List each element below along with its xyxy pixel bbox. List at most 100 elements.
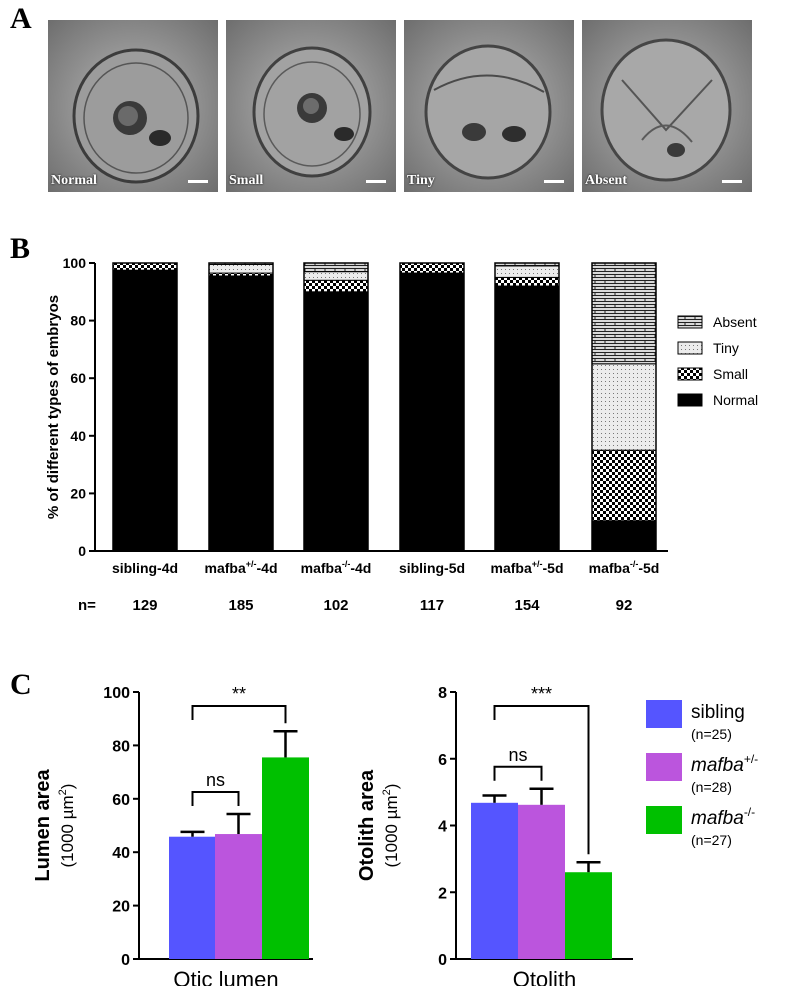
- x-axis-label: Otic lumen: [173, 967, 278, 986]
- bar-segment-small: [591, 449, 657, 522]
- n-value: 102: [323, 597, 348, 614]
- chart-b-axes: 0 20 40 60 80 100: [63, 255, 668, 559]
- panel-label-c: C: [10, 668, 32, 701]
- micrograph-label: Normal: [51, 173, 97, 188]
- bar-segment-small: [303, 279, 369, 293]
- legend-label-sup: +/-: [744, 752, 758, 766]
- micrograph-small: Small: [226, 20, 396, 192]
- micrograph-label: Small: [229, 173, 264, 188]
- bar-segment-small: [399, 262, 465, 274]
- significance-label: ns: [206, 770, 225, 790]
- x-tick-base: mafba: [205, 560, 246, 576]
- y-axis-unit-sup: 2: [57, 789, 69, 795]
- bar-outline: [303, 262, 369, 552]
- x-tick-sup: +/-: [246, 559, 257, 569]
- legend-label-base: mafba: [691, 755, 744, 776]
- bar-segment-normal: [208, 275, 274, 552]
- legend-label-base: mafba: [691, 808, 744, 829]
- bar-segment-normal: [303, 291, 369, 552]
- legend-label-mafba-/-: mafba-/-: [691, 805, 755, 829]
- y-tick-label: 80: [112, 738, 130, 755]
- n-value: 117: [420, 597, 444, 614]
- bar-mafba+/-: [518, 804, 565, 959]
- bar-segment-normal: [494, 285, 560, 552]
- legend-n: (n=25): [691, 726, 732, 742]
- bar-outline: [494, 262, 560, 552]
- legend-label-mafba+/-: mafba+/-: [691, 752, 758, 776]
- y-tick-label: 60: [70, 370, 86, 386]
- y-tick-label: 20: [70, 485, 86, 501]
- y-axis-unit-text: (1000 µm: [382, 795, 401, 867]
- bar-segment-tiny: [208, 263, 274, 274]
- legend-label-base: sibling: [691, 702, 745, 723]
- y-tick-label: 0: [121, 952, 130, 969]
- y-axis-unit-text: (1000 µm: [58, 795, 77, 867]
- n-value: 92: [616, 597, 633, 614]
- scale-bar: [722, 180, 742, 183]
- legend-swatch-mafba+/-: [646, 753, 682, 781]
- significance-label: **: [232, 684, 246, 704]
- legend-label-small: Small: [713, 366, 748, 382]
- bar-segment-small: [112, 262, 178, 271]
- x-tick-label: mafba-/--5d: [589, 559, 660, 576]
- y-tick-label: 60: [112, 792, 130, 809]
- legend-n: (n=28): [691, 779, 732, 795]
- panel-label-a: A: [10, 2, 32, 35]
- x-tick-suffix: -5d: [543, 560, 564, 576]
- chart-c-legend: sibling(n=25)mafba+/-(n=28)mafba-/-(n=27…: [646, 700, 758, 848]
- bar-sibling: [169, 836, 216, 959]
- chart-b-x-labels: sibling-4d129mafba+/--4d185mafba-/--4d10…: [112, 559, 659, 614]
- x-tick-suffix: -5d: [638, 560, 659, 576]
- x-tick-base: sibling-5d: [399, 560, 465, 576]
- bar-segment-normal: [112, 269, 178, 552]
- legend-label-tiny: Tiny: [713, 340, 739, 356]
- chart-b-bars: [112, 262, 657, 552]
- bar-outline: [591, 262, 657, 552]
- y-tick-label: 40: [112, 845, 130, 862]
- y-tick-label: 100: [103, 685, 130, 702]
- n-value: 129: [132, 597, 157, 614]
- x-tick-sup: +/-: [532, 559, 543, 569]
- legend-label-sibling: sibling: [691, 702, 745, 723]
- y-axis-unit: (1000 µm2): [57, 784, 77, 868]
- scale-bar: [366, 180, 386, 183]
- legend-label-sup: -/-: [744, 805, 755, 819]
- bar-mafba+/-: [215, 834, 262, 959]
- y-axis-unit: (1000 µm2): [381, 784, 401, 868]
- bar-segment-absent: [303, 262, 369, 273]
- bar-segment-tiny: [494, 265, 560, 278]
- y-tick-label: 100: [63, 255, 87, 271]
- bar-outline: [208, 262, 274, 552]
- y-axis-unit-end: ): [382, 784, 401, 790]
- y-axis-unit-end: ): [58, 784, 77, 790]
- legend-label-absent: Absent: [713, 314, 757, 330]
- micrograph-label: Absent: [585, 173, 628, 188]
- y-tick-label: 2: [438, 885, 447, 902]
- y-tick-label: 6: [438, 752, 447, 769]
- x-tick-label: sibling-5d: [399, 560, 465, 576]
- significance-label: ns: [508, 745, 527, 765]
- y-tick-label: 20: [112, 899, 130, 916]
- micrograph-normal: Normal: [48, 20, 218, 192]
- x-axis-label: Otolith: [513, 967, 577, 986]
- bar-segment-normal: [399, 272, 465, 552]
- x-tick-base: mafba: [589, 560, 630, 576]
- legend-swatch-small: [677, 367, 703, 381]
- n-label: n=: [78, 597, 96, 614]
- y-tick-label: 40: [70, 428, 86, 444]
- y-tick-label: 8: [438, 685, 447, 702]
- y-tick-label: 80: [70, 313, 86, 329]
- y-tick-label: 4: [438, 819, 447, 836]
- n-value: 154: [514, 597, 540, 614]
- bar-sibling: [471, 802, 518, 959]
- scale-bar: [544, 180, 564, 183]
- panel-label-b: B: [10, 232, 31, 265]
- legend-swatch-absent: [677, 315, 703, 329]
- significance-bracket: [493, 705, 590, 855]
- chart-b-y-label: % of different types of embryos: [45, 295, 62, 519]
- micrograph-label: Tiny: [407, 173, 435, 188]
- significance-bracket: [191, 705, 287, 724]
- y-tick-label: 0: [78, 543, 86, 559]
